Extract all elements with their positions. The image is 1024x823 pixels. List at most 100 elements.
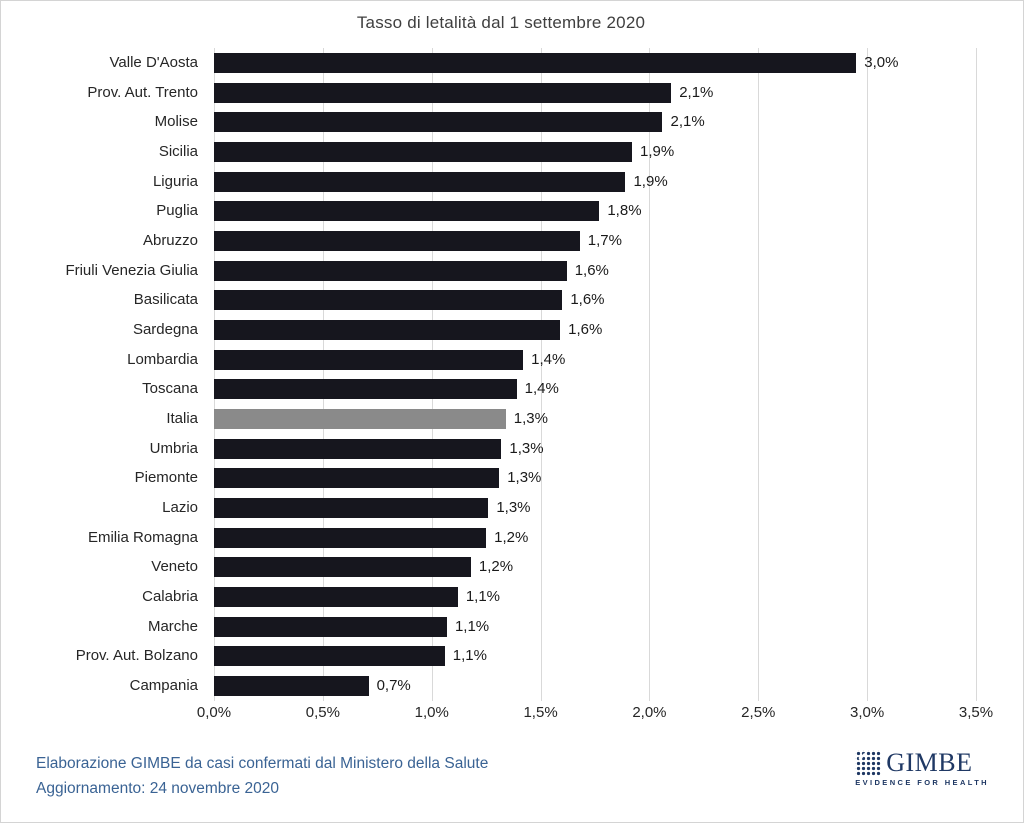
category-label: Molise — [154, 113, 198, 131]
value-label: 2,1% — [670, 113, 705, 131]
bar — [214, 438, 502, 459]
bar — [214, 319, 561, 340]
bar-row: 1,8% — [214, 196, 976, 226]
value-label: 1,6% — [574, 261, 609, 279]
value-label: 0,7% — [376, 677, 411, 695]
x-tick-label: 0,0% — [196, 704, 232, 721]
category-label: Sicilia — [158, 142, 198, 160]
bar-row: 1,6% — [214, 285, 976, 315]
x-tick-label: 2,0% — [632, 704, 667, 721]
value-label: 1,2% — [478, 558, 514, 576]
gimbe-logo: ✓ GIMBE EVIDENCE FOR HEALTH — [855, 750, 989, 787]
category-label: Friuli Venezia Giulia — [65, 261, 198, 279]
source-note: Elaborazione GIMBE da casi confermati da… — [36, 751, 488, 801]
category-label: Marche — [147, 617, 198, 635]
bar-row: 1,1% — [214, 642, 976, 672]
x-tick-label: 1,5% — [523, 704, 558, 721]
bar — [214, 379, 517, 400]
bar — [214, 112, 663, 133]
bar-row: 2,1% — [214, 78, 976, 108]
category-label: Calabria — [142, 588, 198, 606]
category-axis: Valle D'Aosta Prov. Aut. Trento Molise Sici… — [1, 48, 206, 701]
x-tick-label: 3,5% — [958, 704, 994, 721]
gridline — [322, 48, 324, 701]
bar-row: 1,6% — [214, 315, 976, 345]
bar — [214, 141, 632, 162]
gridline — [649, 48, 651, 701]
x-tick-label: 1,0% — [414, 704, 449, 721]
category-label: Italia — [166, 410, 198, 428]
bar — [214, 676, 369, 697]
bar — [214, 498, 489, 519]
category-label: Toscana — [142, 380, 198, 398]
category-label: Abruzzo — [142, 231, 198, 249]
bar-row: 1,9% — [214, 137, 976, 167]
gridline — [431, 48, 433, 701]
value-label: 1,8% — [607, 202, 642, 220]
bar-row: 2,1% — [214, 107, 976, 137]
chart-title: Tasso di letalità dal 1 settembre 2020 — [356, 13, 646, 32]
bar-row: 1,1% — [214, 582, 976, 612]
value-label: 3,0% — [864, 53, 899, 71]
value-label: 1,1% — [454, 617, 490, 635]
gimbe-grid-check-icon: ✓ — [855, 750, 882, 776]
category-label: Prov. Aut. Bolzano — [75, 647, 198, 665]
gridline — [214, 48, 215, 701]
value-label: 1,4% — [524, 380, 559, 398]
bar — [214, 587, 458, 608]
update-line: Aggiornamento: 24 novembre 2020 — [36, 780, 279, 797]
bar-row: 1,6% — [214, 256, 976, 286]
value-label: 1,9% — [633, 172, 668, 190]
logo-tagline: EVIDENCE FOR HEALTH — [855, 778, 989, 787]
value-label: 1,2% — [494, 528, 529, 546]
bar-row: 1,4% — [214, 345, 976, 375]
category-label: Lazio — [162, 499, 198, 517]
bar — [214, 230, 580, 251]
value-label: 1,1% — [452, 647, 487, 665]
gridline — [540, 48, 542, 701]
value-label: 1,9% — [640, 142, 675, 160]
bar-highlighted — [214, 409, 506, 429]
category-label: Basilicata — [133, 291, 198, 309]
bar-row: 1,7% — [214, 226, 976, 256]
bar-row: 3,0% — [214, 48, 976, 78]
category-label: Prov. Aut. Trento — [87, 83, 198, 101]
value-label: 1,4% — [531, 350, 566, 368]
category-label: Sardegna — [132, 320, 198, 338]
bar — [214, 527, 487, 548]
value-label: 1,6% — [570, 291, 605, 309]
value-label: 1,7% — [587, 231, 622, 249]
category-label: Puglia — [156, 202, 198, 220]
bar-row: 0,7% — [214, 671, 976, 701]
bar-row: 1,2% — [214, 523, 976, 553]
bar — [214, 52, 857, 73]
bar — [214, 201, 600, 222]
value-label: 1,3% — [496, 499, 531, 517]
logo-name: GIMBE — [886, 748, 973, 777]
source-line: Elaborazione GIMBE da casi confermati da… — [36, 755, 489, 772]
category-label: Piemonte — [134, 469, 198, 487]
category-label: Emilia Romagna — [87, 528, 198, 546]
bar — [214, 349, 524, 370]
bar-row: 1,3% — [214, 493, 976, 523]
bar-row: 1,1% — [214, 612, 976, 642]
category-label: Valle D'Aosta — [109, 53, 198, 71]
x-tick-label: 3,0% — [850, 704, 885, 721]
bar — [214, 616, 447, 637]
x-tick-label: 2,5% — [741, 704, 776, 721]
value-label: 1,3% — [509, 439, 544, 457]
bar — [214, 82, 672, 103]
gridline — [867, 48, 869, 701]
gridline — [758, 48, 760, 701]
bar — [214, 290, 563, 311]
bar-row: 1,9% — [214, 167, 976, 197]
bar — [214, 260, 567, 281]
plot-area: 3,0% 2,1% 2,1% 1,9% 1,9% 1,8% 1,7% 1,6% 1,6% 1,6%… — [214, 48, 977, 701]
value-label: 1,3% — [507, 469, 542, 487]
value-label: 1,3% — [513, 410, 548, 427]
bar — [214, 468, 500, 489]
category-label: Veneto — [151, 558, 198, 576]
bar-row: 1,2% — [214, 553, 976, 583]
value-label: 2,1% — [679, 83, 714, 101]
